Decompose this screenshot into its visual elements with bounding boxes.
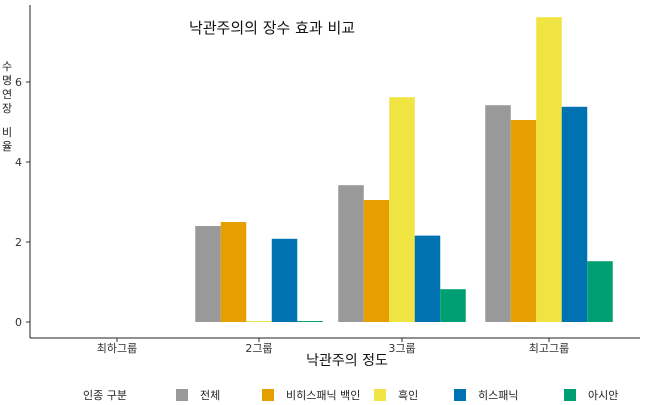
bar — [587, 261, 613, 322]
bar — [220, 222, 247, 322]
bar — [363, 200, 390, 322]
bar — [536, 17, 562, 322]
legend-title: 인종 구분 — [83, 389, 127, 402]
y-tick-label: 2 — [15, 236, 22, 249]
bar — [246, 321, 272, 322]
bar — [485, 105, 511, 322]
bar — [389, 97, 415, 322]
y-axis-label-char: 연 — [2, 88, 12, 101]
x-ticks: 최하그룹 2그룹 3그룹 최고그룹 — [97, 338, 569, 355]
bar — [271, 238, 298, 322]
legend-swatch — [176, 389, 188, 401]
bar — [338, 185, 364, 322]
legend-swatch — [454, 389, 466, 401]
legend-label: 아시안 — [588, 389, 618, 402]
x-tick-label: 최고그룹 — [529, 342, 569, 355]
legend-label: 비히스패닉 백인 — [286, 388, 360, 402]
y-tick-label: 6 — [15, 76, 22, 89]
legend-label: 흑인 — [398, 388, 418, 402]
legend-swatch — [262, 389, 274, 401]
legend-swatch — [564, 389, 576, 401]
y-tick-label: 0 — [15, 316, 22, 329]
y-tick-label: 4 — [15, 156, 22, 169]
y-axis-label-char: 수 — [2, 60, 12, 73]
x-tick-label: 3그룹 — [388, 342, 415, 355]
bar — [510, 120, 537, 322]
y-axis-label-char: 명 — [2, 74, 12, 87]
y-axis-label-char: 율 — [2, 140, 12, 153]
y-axis-label-char: 비 — [2, 126, 12, 139]
bar — [195, 226, 221, 322]
x-axis-label: 낙관주의 정도 — [306, 353, 388, 369]
bars — [195, 17, 613, 322]
legend-swatch — [374, 389, 386, 401]
legend-label: 전체 — [200, 389, 220, 402]
bar — [440, 289, 466, 322]
y-ticks: 0 2 4 6 — [15, 76, 30, 329]
x-tick-label: 최하그룹 — [97, 341, 137, 355]
y-axis-label-char: 장 — [2, 102, 12, 115]
chart-title: 낙관주의의 장수 효과 비교 — [189, 19, 355, 37]
bar — [297, 321, 323, 322]
bar — [414, 235, 441, 322]
legend: 인종 구분 전체 비히스패닉 백인 흑인 히스패닉 아시안 — [83, 388, 618, 402]
x-tick-label: 2그룹 — [245, 342, 272, 355]
bar — [561, 106, 588, 322]
legend-label: 히스패닉 — [478, 388, 518, 402]
